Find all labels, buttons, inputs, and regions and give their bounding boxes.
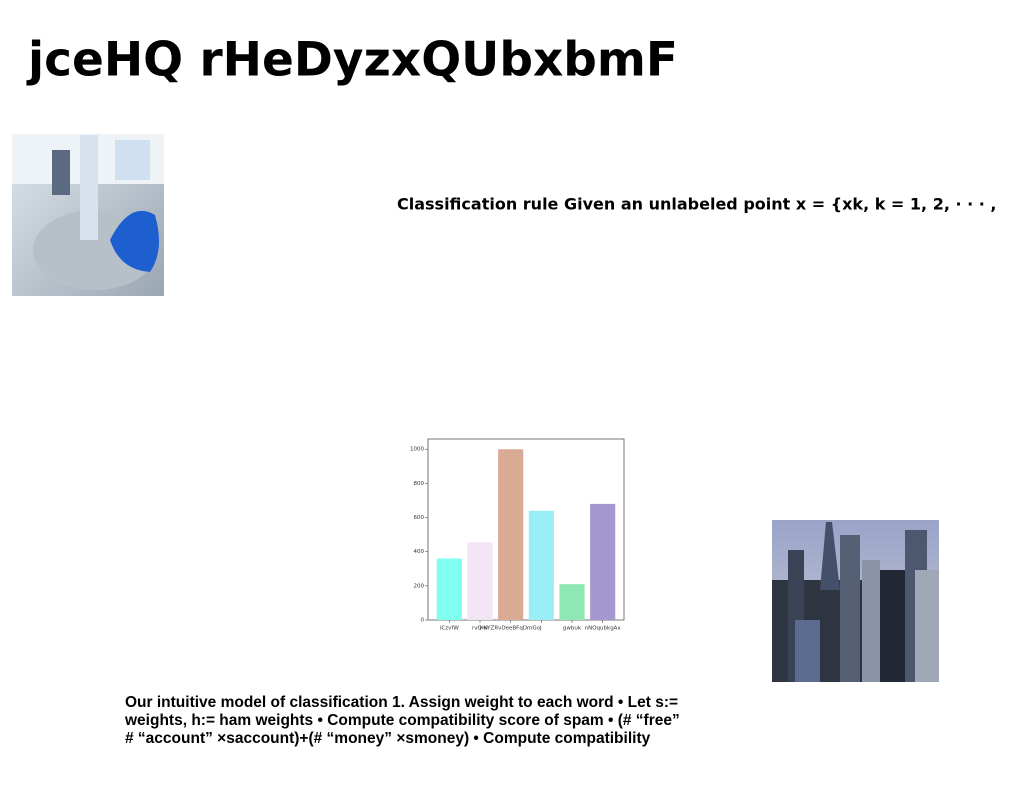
y-tick-label: 1000 (410, 447, 424, 453)
bar (590, 503, 616, 620)
paragraph-line: # “account” ×saccount)+(# “money” ×smone… (125, 730, 651, 747)
x-tick-label: nNOqubkgAx (585, 626, 622, 632)
y-tick-label: 200 (414, 583, 425, 589)
bar (467, 542, 493, 620)
slide-title: jceHQ rHeDyzxQUbxbmF (26, 33, 678, 88)
bar (436, 558, 462, 620)
room-photo (12, 134, 164, 296)
bar (528, 510, 554, 620)
city-photo (772, 520, 939, 682)
x-tick-label: rvQ w (472, 626, 489, 632)
x-tick-label: gwbuk (563, 626, 582, 632)
y-tick-label: 800 (414, 481, 425, 487)
y-tick-label: 600 (414, 515, 425, 521)
rule-text: Classification rule Given an unlabeled p… (397, 195, 997, 214)
y-tick-label: 0 (421, 618, 425, 624)
plot-frame (427, 438, 625, 621)
x-tick-label: iCzvfW (440, 626, 459, 632)
y-tick-label: 400 (414, 549, 425, 555)
bar (498, 449, 524, 620)
x-tick-label: HKYZRvDeeBFqDmGoJ (480, 626, 542, 632)
bar-chart: 0 200 400 600 800 1000 iCzvfW rvQ wHKYZRvDeeBFq… (410, 438, 625, 632)
paragraph-line: Our intuitive model of classification 1.… (125, 694, 678, 711)
paragraph-line: weights, h:= ham weights • Compute compa… (124, 712, 680, 729)
bar (559, 584, 585, 620)
